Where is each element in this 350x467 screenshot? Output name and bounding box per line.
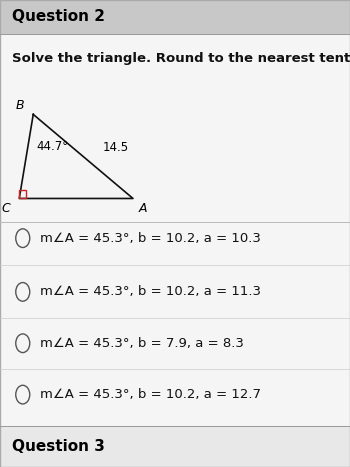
Text: m∠A = 45.3°, b = 10.2, a = 11.3: m∠A = 45.3°, b = 10.2, a = 11.3 [40,285,261,298]
Text: Question 3: Question 3 [12,439,105,454]
Text: 44.7°: 44.7° [37,140,69,153]
Text: m∠A = 45.3°, b = 7.9, a = 8.3: m∠A = 45.3°, b = 7.9, a = 8.3 [40,337,244,350]
Text: m∠A = 45.3°, b = 10.2, a = 10.3: m∠A = 45.3°, b = 10.2, a = 10.3 [40,232,261,245]
Bar [19,190,26,198]
Text: Question 2: Question 2 [12,9,105,24]
Text: A: A [138,202,147,215]
Bar [0,34,350,430]
Bar [0,426,350,467]
Bar [0,0,350,34]
Text: Solve the triangle. Round to the nearest tenth.: Solve the triangle. Round to the nearest… [12,52,350,65]
Text: 14.5: 14.5 [102,141,128,154]
Text: B: B [16,99,25,112]
Text: m∠A = 45.3°, b = 10.2, a = 12.7: m∠A = 45.3°, b = 10.2, a = 12.7 [40,388,261,401]
Text: C: C [2,202,10,215]
